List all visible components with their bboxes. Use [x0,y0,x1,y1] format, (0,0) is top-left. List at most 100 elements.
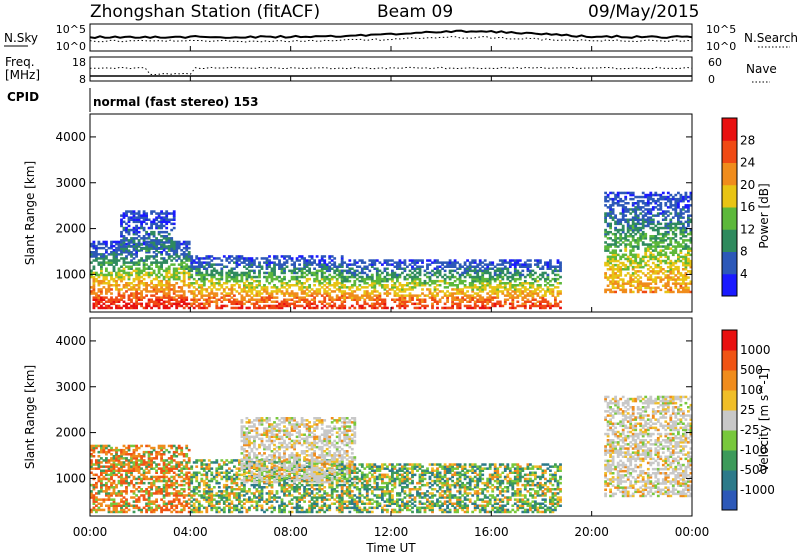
power-echo-cell [92,302,96,306]
power-echo-cell [155,292,158,295]
power-echo-cell [516,261,520,264]
power-echo-cell [611,251,615,254]
power-echo-cell [110,263,113,266]
power-echo-cell [310,263,314,266]
velocity-echo-cell [122,463,126,466]
power-echo-cell [682,235,685,238]
velocity-echo-cell [197,490,201,493]
power-echo-cell [378,302,382,306]
power-echo-cell [689,261,693,265]
power-echo-cell [313,292,316,295]
velocity-echo-cell [107,461,111,464]
power-echo-cell [315,275,319,279]
power-echo-cell [423,294,427,297]
power-echo-cell [393,273,397,277]
power-echo-cell [614,253,617,257]
power-echo-cell [684,235,688,238]
velocity-echo-cell [152,481,156,485]
power-echo-cell [677,278,680,281]
power-echo-cell [120,298,123,301]
power-echo-cell [338,271,342,275]
velocity-echo-cell [105,498,108,501]
power-echo-cell [255,279,259,283]
power-echo-cell [167,306,171,310]
power-echo-cell [614,226,617,230]
power-echo-cell [363,265,367,268]
power-echo-cell [539,300,542,303]
power-echo-cell [671,232,675,236]
power-echo-cell [656,228,660,232]
power-echo-cell [122,277,126,281]
power-echo-cell [631,284,635,287]
power-echo-cell [626,259,630,263]
power-echo-cell [403,294,407,297]
power-echo-cell [483,298,487,301]
power-echo-cell [358,298,362,301]
velocity-echo-cell [135,459,138,462]
power-echo-cell [172,277,176,281]
power-echo-cell [330,255,334,258]
power-echo-cell [343,269,347,273]
power-echo-cell [197,259,201,262]
power-echo-cell [386,279,389,283]
velocity-echo-cell [142,463,146,466]
power-echo-cell [150,232,153,236]
power-echo-cell [210,282,214,285]
power-echo-cell [411,271,414,275]
power-echo-cell [666,274,670,277]
power-echo-cell [235,263,239,266]
power-echo-cell [448,265,452,268]
velocity-echo-cell [152,457,156,460]
power-echo-cell [120,275,123,279]
velocity-echo-cell [112,461,116,464]
power-echo-cell [654,286,658,290]
velocity-echo-cell [100,457,103,460]
power-echo-cell [278,279,281,283]
power-echo-cell [629,212,633,215]
power-echo-cell [666,222,670,226]
power-echo-cell [137,243,141,246]
velocity-echo-cell [135,461,138,464]
power-echo-cell [644,253,648,257]
velocity-echo-cell [160,446,163,450]
velocity-echo-cell [100,477,103,481]
velocity-echo-cell [102,444,106,448]
power-echo-cell [200,286,204,289]
power-echo-cell [614,268,617,271]
power-echo-cell [604,220,607,224]
velocity-echo-cell [195,479,199,483]
power-echo-cell [167,294,171,297]
power-echo-cell [180,279,184,283]
power-echo-cell [656,286,660,290]
power-echo-cell [330,277,334,281]
power-echo-cell [120,245,123,248]
power-echo-cell [393,300,397,303]
power-echo-cell [659,278,663,281]
power-echo-cell [556,261,560,264]
velocity-echo-cell [102,446,106,450]
power-echo-cell [679,193,683,197]
velocity-echo-cell [120,457,123,460]
power-echo-cell [107,246,111,250]
power-echo-cell [669,272,673,275]
velocity-echo-cell [90,492,93,495]
power-echo-cell [110,302,113,306]
power-echo-cell [401,284,404,287]
power-echo-cell [651,290,655,294]
velocity-echo-cell [190,490,194,493]
velocity-echo-cell [132,453,136,456]
power-echo-cell [185,265,189,268]
power-echo-cell [403,304,407,308]
power-echo-cell [536,294,540,297]
velocity-echo-cell [162,477,166,481]
power-echo-cell [604,195,607,199]
power-echo-cell [666,243,670,246]
power-echo-cell [92,277,96,281]
power-echo-cell [142,247,146,250]
velocity-echo-cell [117,455,121,458]
power-echo-cell [491,296,495,299]
velocity-echo-cell [147,492,151,495]
power-echo-cell [531,286,535,289]
power-echo-cell [353,275,357,279]
power-echo-cell [160,218,163,221]
